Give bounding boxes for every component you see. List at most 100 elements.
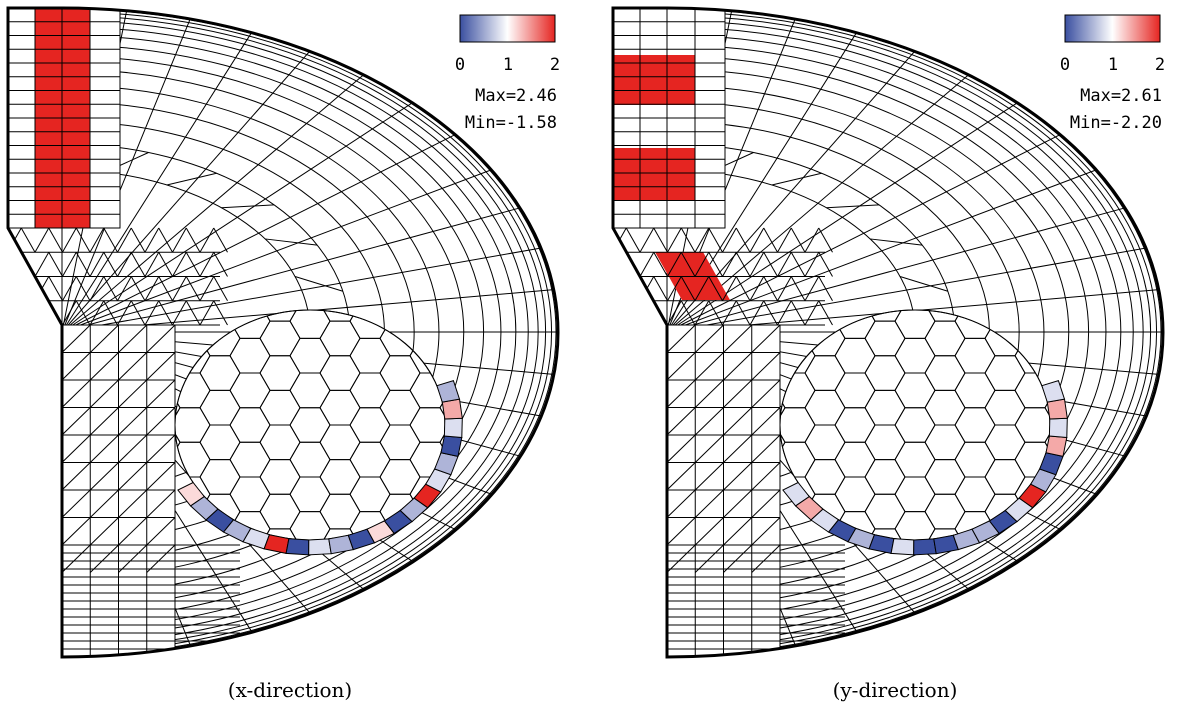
mesh-edge [585,228,599,252]
mesh-edge [585,301,599,325]
mesh-edge [694,407,724,436]
mesh-edge [639,252,655,277]
mesh-edge [694,300,710,326]
mesh-edge [130,300,146,326]
mesh-radial [61,207,521,333]
mesh-edge [708,252,723,277]
mesh-edge [89,407,119,436]
mesh-edge [722,227,737,253]
mesh-edge [613,276,627,301]
mesh-edge [294,276,344,292]
mesh-edge [146,489,176,518]
mesh-edge [75,227,91,253]
mesh-edge [723,352,753,381]
mesh-edge [763,252,778,277]
hex-cell [290,616,330,651]
caption: (y-direction) [833,678,958,702]
mesh-edge [751,544,781,573]
min-label: Min=-2.20 [1070,113,1162,133]
mesh-radial [666,207,1126,333]
mesh-edge [666,544,696,573]
mesh-edge [118,489,148,518]
mesh-edge [118,434,148,463]
mesh-edge [118,517,148,546]
mesh-edge [694,252,710,277]
mesh-edge [826,204,880,209]
mesh-edge [103,300,118,326]
mesh-edge [146,379,176,408]
mesh-edge [62,276,77,301]
mesh-edge [89,352,119,381]
hex-cell [380,633,420,668]
mesh-edge [118,379,148,408]
mesh [585,8,1163,703]
mesh-edge [777,227,792,253]
hex-cell [954,511,996,540]
mesh-edge [8,300,22,326]
mesh-edge [771,172,822,186]
mesh-edge [118,462,148,491]
mesh-edge [667,276,682,301]
colored-cell [443,417,463,439]
mesh-edge [61,434,91,463]
mesh-edge [818,300,833,326]
max-label: Max=2.61 [1080,86,1162,106]
mesh-edge [144,276,160,301]
mesh-edge [118,352,148,381]
mesh-edge [749,276,765,301]
mesh-edge [117,276,132,301]
mesh-edge [735,252,751,277]
mesh-edge [694,379,724,408]
mesh-edge [625,276,641,301]
hex-cell [1045,668,1085,703]
colorbar [1064,14,1161,43]
mesh-edge [103,252,118,277]
mesh-edge [144,300,160,326]
mesh-edge [653,276,668,301]
mesh-edge [144,252,160,277]
mesh-edge [89,276,105,301]
mesh-edge [75,252,91,277]
mesh-edge [172,227,187,253]
mesh-edge [818,227,833,253]
hex-cell [410,616,450,651]
hex-cell [985,598,1025,633]
hex-cell [985,633,1025,668]
mesh-edge [653,252,668,277]
colored-cell [440,435,463,457]
mesh-edge [694,276,710,301]
mesh-edge [117,300,132,326]
mesh-radial [61,247,542,333]
mesh-edge [199,227,215,253]
mesh-edge [118,407,148,436]
hex-cell [320,633,360,668]
mesh-edge [666,517,696,546]
mesh-edge [117,227,132,253]
mesh-edge [694,517,724,546]
mesh-edge [639,300,655,326]
mesh-edge [185,276,201,301]
hex-cell [745,668,785,703]
mesh-edge [117,252,132,277]
min-label: Min=-1.58 [465,113,557,133]
mesh-edge [613,300,627,326]
mesh-edge [722,276,737,301]
mesh-radial [61,31,253,333]
mesh-edge [62,252,77,277]
mesh-edge [48,276,63,301]
mesh-edge [749,300,765,326]
mesh-edge [89,517,119,546]
colored-cell [1041,379,1066,403]
mesh [8,8,558,668]
mesh-edge [667,300,682,326]
mesh-edge [723,517,753,546]
mesh-edge [804,252,820,277]
colored-cell [308,538,332,556]
mesh-edge [34,227,50,253]
mesh-edge [763,276,778,301]
mesh-edge [130,252,146,277]
hex-cell [1015,616,1055,651]
mesh-edge [625,227,641,253]
mesh-edge [61,544,91,573]
